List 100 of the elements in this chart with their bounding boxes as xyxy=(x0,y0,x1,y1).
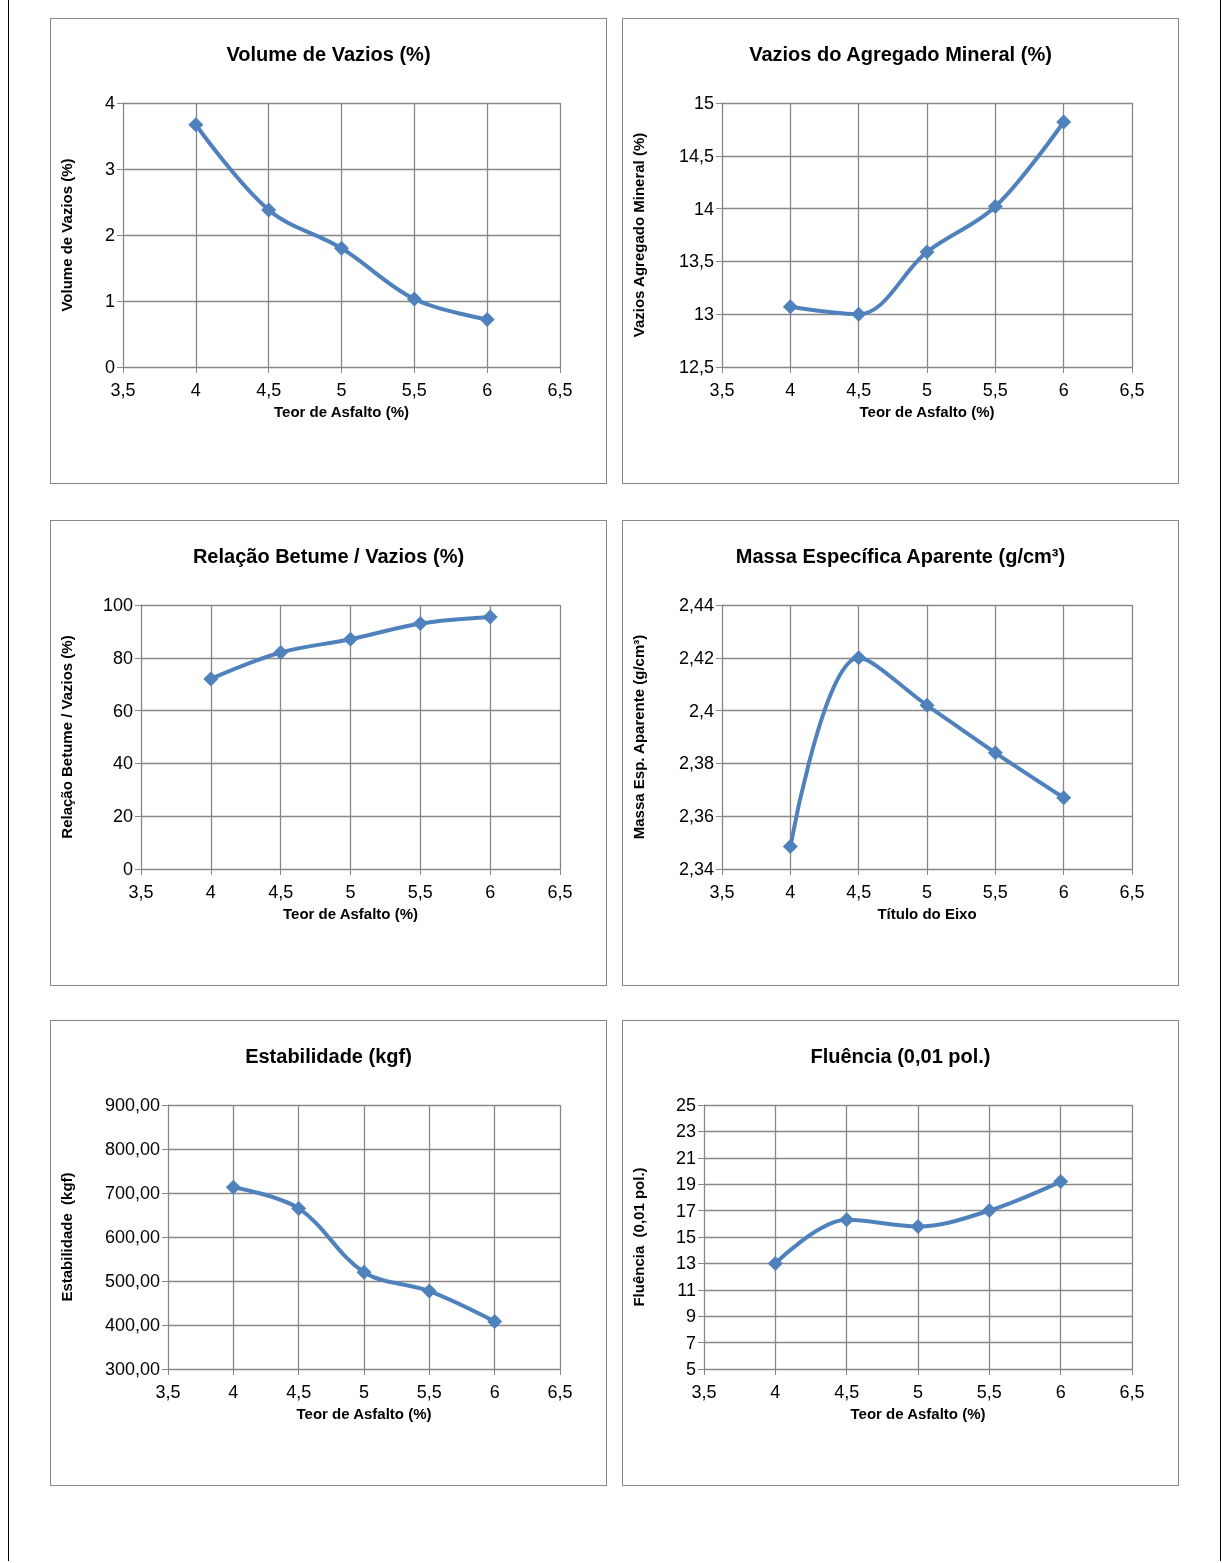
point xyxy=(273,645,289,661)
y-tick-label: 20 xyxy=(112,806,133,827)
point xyxy=(334,240,349,256)
y-tick-label: 23 xyxy=(675,1121,696,1142)
y-tick-label: 60 xyxy=(112,700,133,721)
y-tick-label: 13,5 xyxy=(678,251,714,272)
x-tick-label: 4 xyxy=(785,380,796,400)
y-tick-label: 400,00 xyxy=(104,1315,160,1335)
x-tick-label: 5,5 xyxy=(416,1382,442,1402)
point xyxy=(421,1283,437,1299)
x-tick-label: 4,5 xyxy=(846,882,872,902)
point xyxy=(981,1203,997,1219)
x-tick-label: 6 xyxy=(1058,882,1069,902)
y-tick-label: 17 xyxy=(675,1200,696,1221)
point xyxy=(782,839,798,855)
y-tick-label: 19 xyxy=(675,1174,696,1195)
chart-title: Relação Betume / Vazios (%) xyxy=(192,545,465,567)
y-axis-title: Vazios Agregado Mineral (%) xyxy=(630,132,647,338)
x-tick-label: 6,5 xyxy=(1119,1382,1145,1402)
x-axis-title: Teor de Asfalto (%) xyxy=(273,402,410,420)
y-tick-label: 7 xyxy=(685,1332,696,1353)
x-tick-label: 5 xyxy=(921,380,933,400)
y-tick-label: 4 xyxy=(104,93,115,113)
x-tick-label: 5,5 xyxy=(976,1382,1002,1402)
x-axis-title: Teor de Asfalto (%) xyxy=(296,1404,432,1422)
x-tick-label: 4 xyxy=(770,1382,781,1402)
y-tick-label: 2,36 xyxy=(678,806,714,827)
point xyxy=(1056,114,1072,130)
x-tick-label: 4,5 xyxy=(286,1382,312,1402)
y-tick-label: 9 xyxy=(685,1306,696,1327)
y-axis-title: Massa Esp. Aparente (g/cm³) xyxy=(630,634,647,840)
chart-title: Volume de Vazios (%) xyxy=(226,43,431,65)
point xyxy=(919,697,935,713)
x-tick-label: 4,5 xyxy=(846,380,872,400)
x-tick-label: 5 xyxy=(336,380,347,400)
y-tick-label: 14 xyxy=(693,198,714,219)
y-tick-label: 80 xyxy=(112,647,133,668)
point xyxy=(767,1255,783,1271)
y-tick-label: 11 xyxy=(677,1279,696,1300)
x-tick-label: 3,5 xyxy=(155,1382,181,1402)
point xyxy=(482,609,498,625)
x-tick-label: 6,5 xyxy=(1119,380,1145,400)
y-tick-label: 15 xyxy=(675,1227,696,1247)
x-tick-label: 5 xyxy=(345,882,356,902)
point xyxy=(291,1200,307,1216)
point xyxy=(782,299,798,315)
point xyxy=(188,117,204,133)
x-tick-label: 3,5 xyxy=(709,380,735,400)
y-tick-label: 900,00 xyxy=(104,1095,160,1115)
y-tick-label: 2 xyxy=(104,225,115,245)
x-axis-title: Título do Eixo xyxy=(877,904,977,922)
point xyxy=(203,671,219,687)
y-tick-label: 40 xyxy=(112,753,133,774)
chart-title: Vazios do Agregado Mineral (%) xyxy=(749,43,1052,65)
x-tick-label: 5 xyxy=(912,1382,924,1402)
point xyxy=(356,1264,372,1280)
y-tick-label: 13 xyxy=(675,1253,696,1274)
y-tick-label: 800,00 xyxy=(104,1139,160,1159)
y-axis-title: Fluência (0,01 pol.) xyxy=(630,1167,647,1307)
point xyxy=(1056,790,1072,806)
y-tick-label: 2,4 xyxy=(688,700,714,721)
point xyxy=(479,311,495,327)
point xyxy=(412,615,428,631)
x-tick-label: 5,5 xyxy=(401,380,427,400)
y-axis-title: Relação Betume / Vazios (%) xyxy=(58,635,75,839)
point xyxy=(839,1212,855,1228)
y-tick-label: 2,42 xyxy=(678,647,714,668)
point xyxy=(919,244,935,260)
point xyxy=(487,1313,503,1329)
x-axis-title: Teor de Asfalto (%) xyxy=(850,1404,986,1422)
x-tick-label: 6,5 xyxy=(547,1382,573,1402)
y-tick-label: 21 xyxy=(675,1147,696,1168)
x-tick-label: 6 xyxy=(489,1382,500,1402)
x-tick-label: 4,5 xyxy=(256,380,282,400)
x-tick-label: 4 xyxy=(228,1382,239,1402)
x-tick-label: 4 xyxy=(205,882,216,902)
y-tick-label: 2,34 xyxy=(678,859,714,879)
point xyxy=(987,198,1003,214)
y-tick-label: 25 xyxy=(675,1095,696,1115)
point xyxy=(987,745,1003,761)
x-tick-label: 6 xyxy=(1055,1382,1066,1402)
y-tick-label: 100 xyxy=(102,595,133,615)
x-tick-label: 5,5 xyxy=(982,380,1008,400)
y-tick-label: 3 xyxy=(104,159,115,179)
y-tick-label: 300,00 xyxy=(104,1359,160,1379)
x-tick-label: 3,5 xyxy=(691,1382,717,1402)
y-tick-label: 2,38 xyxy=(678,753,714,774)
y-tick-label: 15 xyxy=(693,93,714,113)
x-tick-label: 6,5 xyxy=(1119,882,1145,902)
x-tick-label: 4 xyxy=(190,380,201,400)
point xyxy=(910,1218,926,1234)
x-axis-title: Teor de Asfalto (%) xyxy=(859,402,995,420)
point xyxy=(851,306,867,322)
x-tick-label: 5,5 xyxy=(982,882,1008,902)
y-tick-label: 12,5 xyxy=(678,357,714,377)
x-tick-label: 4 xyxy=(785,882,796,902)
x-tick-label: 6 xyxy=(1058,380,1069,400)
point xyxy=(406,291,422,307)
x-tick-label: 3,5 xyxy=(709,882,735,902)
x-tick-label: 6 xyxy=(485,882,496,902)
